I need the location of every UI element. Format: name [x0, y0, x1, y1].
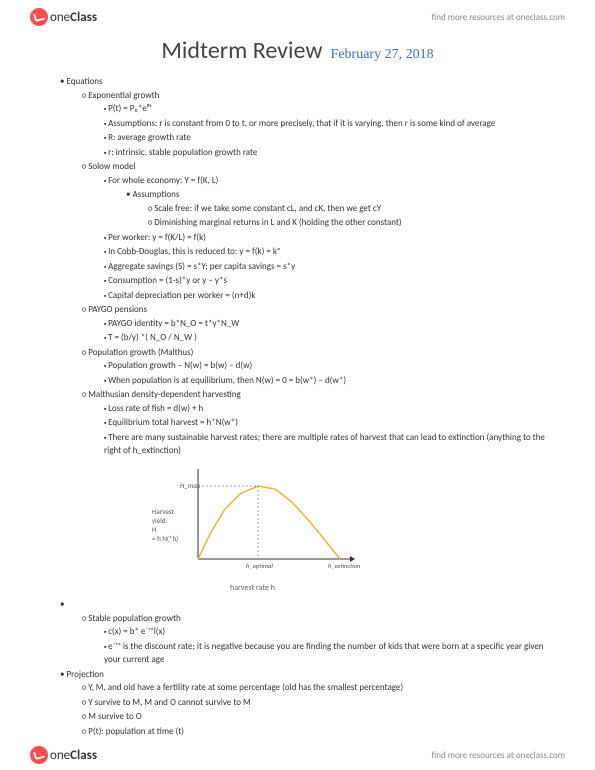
chart-xlabel: harvest rate h — [230, 582, 545, 594]
brand-one: one — [50, 10, 70, 25]
title-row: Midterm Review February 27, 2018 — [0, 36, 595, 65]
logo-icon — [30, 746, 48, 764]
label: Malthusian density-dependent harvesting — [88, 389, 241, 400]
logo-text: oneClass — [50, 748, 97, 763]
list-item: When population is at equilibrium, then … — [104, 374, 545, 388]
list-item: e⁻ʳˣ is the discount rate; it is negativ… — [104, 640, 545, 667]
page-date: February 27, 2018 — [331, 47, 434, 62]
list-item: For whole economy: Y = f(K, L) — [104, 174, 545, 188]
svg-text:H_max: H_max — [180, 481, 201, 490]
brand-logo: oneClass — [30, 8, 97, 26]
list-item: Assumptions Scale free: if we take some … — [126, 188, 545, 230]
subsection-pop-growth: Population growth (Malthus) Population g… — [82, 346, 545, 388]
label: PAYGO pensions — [88, 304, 147, 315]
footer-link[interactable]: find more resources at oneclass.com — [432, 750, 565, 761]
list-item: PAYGO identity = b*N_O = t*y*N_W — [104, 317, 545, 331]
list-item: There are many sustainable harvest rates… — [104, 431, 545, 458]
subsection-exp-growth: Exponential growth P(t) = P₀*eᴿᵗ Assumpt… — [82, 89, 545, 160]
svg-text:= h N(*h): = h N(*h) — [152, 534, 178, 543]
label: Stable population growth — [88, 613, 181, 624]
section-equations: Equations Exponential growth P(t) = P₀*e… — [60, 75, 545, 458]
list-item: Per worker: y = f(K/L) = f(k) — [104, 231, 545, 245]
list-item: Equilibrium total harvest = h*N(w*) — [104, 416, 545, 430]
list-item: r: intrinsic, stable population growth r… — [104, 146, 545, 160]
chart-svg: H_maxHarvestyield:H= h N(*h)h_optimalh_e… — [180, 464, 365, 574]
list-item: Y survive to M, M and O cannot survive t… — [82, 696, 545, 710]
label: Solow model — [88, 161, 135, 172]
list-item: Capital depreciation per worker = (n+d)k — [104, 289, 545, 303]
label: Projection — [67, 669, 104, 680]
list-item: M survive to O — [82, 710, 545, 724]
list-item: Scale free: if we take some constant cL,… — [148, 202, 545, 216]
svg-text:h_extinction: h_extinction — [328, 562, 361, 570]
label: Exponential growth — [88, 90, 159, 101]
subsection-solow: Solow model For whole economy: Y = f(K, … — [82, 160, 545, 302]
brand-class: Class — [70, 10, 97, 25]
label: Assumptions — [133, 189, 180, 200]
svg-text:h_optimal: h_optimal — [246, 562, 273, 570]
svg-text:yield:: yield: — [152, 516, 168, 525]
label: Population growth (Malthus) — [88, 347, 193, 358]
list-item: c(x) = b* e⁻ʳˣl(x) — [104, 625, 545, 639]
list-item: Loss rate of fish = d(w) + h — [104, 402, 545, 416]
list-item: Aggregate savings (S) = s*Y; per capita … — [104, 260, 545, 274]
list-item: Consumption = (1-s)*y or y − y*s — [104, 274, 545, 288]
subsection-paygo: PAYGO pensions PAYGO identity = b*N_O = … — [82, 303, 545, 345]
header-link[interactable]: find more resources at oneclass.com — [432, 12, 565, 23]
list-item: T = (b/y) *( N_O / N_W ) — [104, 331, 545, 345]
subsection-malthus: Malthusian density-dependent harvesting … — [82, 388, 545, 458]
list-item: R: average growth rate — [104, 131, 545, 145]
svg-text:Harvest: Harvest — [152, 507, 174, 516]
brand-class: Class — [70, 748, 97, 763]
brand-logo-footer: oneClass — [30, 746, 97, 764]
list-item: In Cobb-Douglas, this is reduced to: y =… — [104, 245, 545, 259]
header: oneClass find more resources at oneclass… — [0, 0, 595, 30]
brand-one: one — [50, 748, 70, 763]
logo-text: oneClass — [50, 10, 97, 25]
footer: oneClass find more resources at oneclass… — [0, 746, 595, 764]
harvest-chart: H_maxHarvestyield:H= h N(*h)h_optimalh_e… — [180, 464, 545, 579]
subsection-stable: Stable population growth c(x) = b* e⁻ʳˣl… — [82, 612, 545, 667]
list-item: Diminishing marginal returns in L and K … — [148, 216, 545, 230]
section-projection: Projection Y, M, and old have a fertilit… — [60, 668, 545, 739]
list-item: Y, M, and old have a fertility rate at s… — [82, 681, 545, 695]
logo-icon — [30, 8, 48, 26]
list-item: Assumptions: r is constant from 0 to t, … — [104, 117, 545, 131]
content: Equations Exponential growth P(t) = P₀*e… — [0, 75, 595, 738]
list-item: P(t) = P₀*eᴿᵗ — [104, 102, 545, 116]
list-item: P(t): population at time (t) — [82, 725, 545, 739]
page-title: Midterm Review — [161, 36, 322, 65]
label: Equations — [67, 76, 103, 87]
svg-text:H: H — [152, 525, 156, 534]
list-item: Population growth – N(w) = b(w) − d(w) — [104, 359, 545, 373]
